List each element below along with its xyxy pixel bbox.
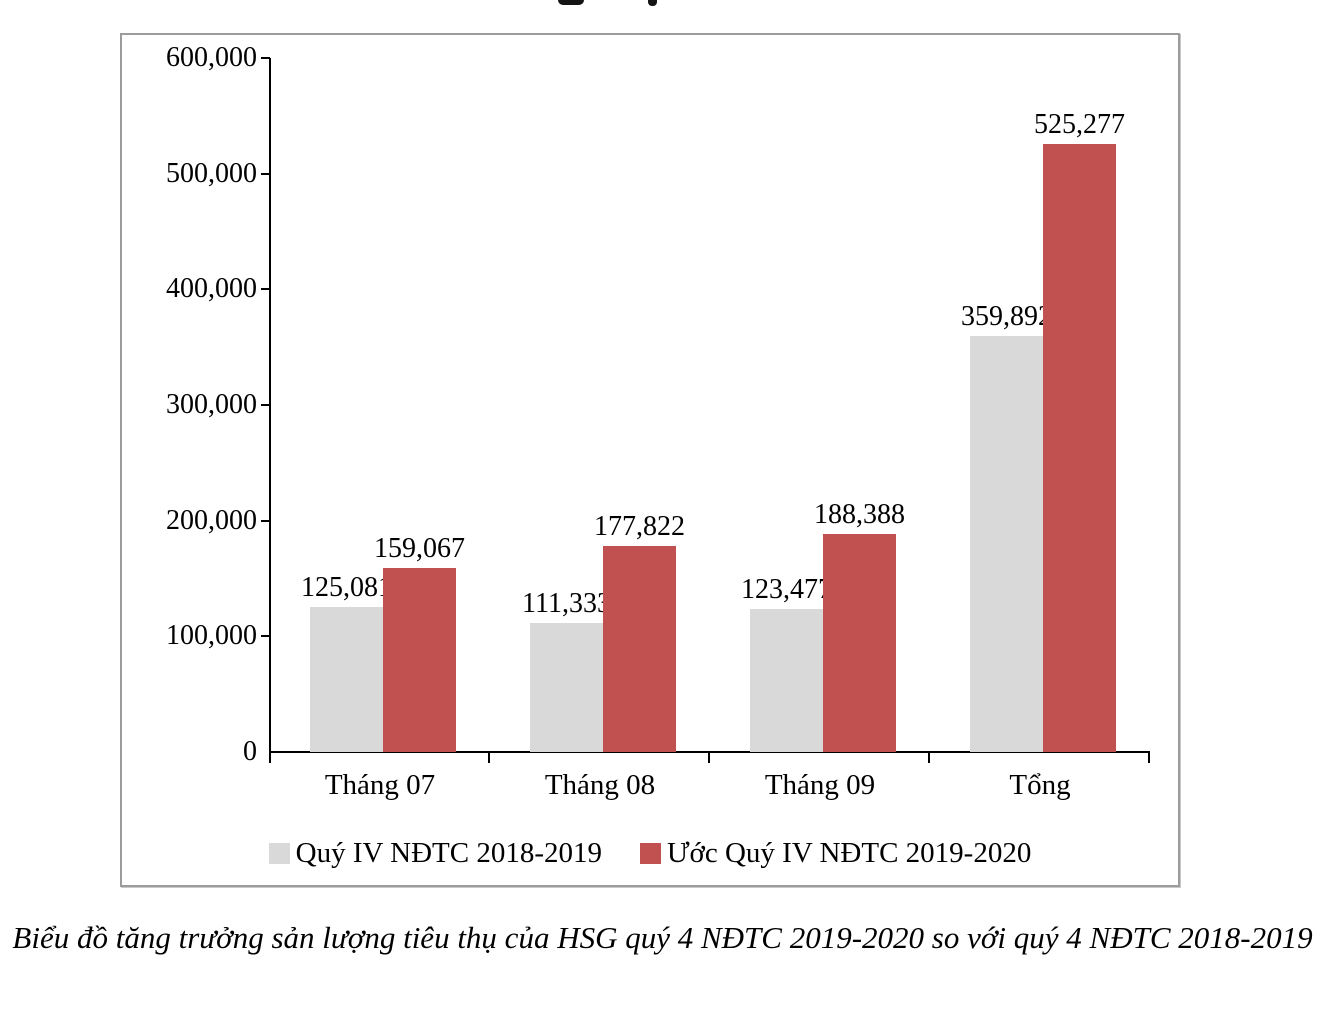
y-axis-tick (261, 404, 270, 406)
chart-container: 0 100,000 200,000 300,000 400,000 500,000 600,… (120, 33, 1180, 887)
bar (603, 546, 676, 752)
legend-label: Quý IV NĐTC 2018-2019 (295, 836, 603, 869)
y-axis-tick-label: 100,000 (166, 620, 257, 652)
y-axis-tick-label: 500,000 (166, 157, 257, 189)
x-axis-tick (488, 752, 490, 763)
bar (1043, 144, 1116, 752)
y-axis-tick-label: 600,000 (166, 42, 257, 73)
y-axis-tick (261, 635, 270, 638)
bar-value-label: 525,277 (1034, 109, 1125, 140)
x-axis-tick (1148, 752, 1150, 763)
text-descender-mark (648, 0, 657, 6)
plot-area: 0 100,000 200,000 300,000 400,000 500,000 600,… (122, 35, 1178, 885)
legend-item: Ước Quý IV NĐTC 2019-2020 (640, 837, 1031, 870)
y-axis-line (269, 58, 271, 763)
bar (823, 534, 896, 752)
bar (530, 623, 603, 752)
bar-value-label: 125,081 (301, 572, 392, 603)
bar-value-label: 188,388 (814, 499, 905, 530)
figure-caption: Biểu đồ tăng trưởng sản lượng tiêu thụ c… (12, 920, 1313, 955)
bar-value-label: 159,067 (374, 533, 465, 564)
y-axis-tick-label: 300,000 (166, 389, 257, 420)
x-axis-line (270, 751, 1150, 753)
bar (750, 609, 823, 752)
bar-value-label: 177,822 (594, 511, 685, 542)
x-axis-label: Tháng 09 (764, 769, 876, 801)
y-axis-tick (261, 57, 270, 59)
bar-value-label: 111,333 (522, 588, 611, 619)
y-axis-tick-label: 200,000 (166, 504, 257, 536)
text-descender-mark (558, 0, 584, 5)
legend-swatch (268, 842, 290, 864)
legend-item: Quý IV NĐTC 2018-2019 (268, 836, 603, 870)
x-axis-label: Tháng 07 (324, 769, 436, 801)
y-axis-tick-label: 400,000 (166, 273, 257, 305)
bar (383, 568, 456, 752)
legend-label: Ước Quý IV NĐTC 2019-2020 (667, 836, 1032, 869)
x-axis-tick (708, 752, 710, 763)
bar (310, 607, 383, 752)
x-axis-tick (928, 752, 930, 763)
x-axis-label: Tổng (1009, 769, 1071, 801)
bar-value-label: 123,477 (741, 574, 832, 605)
chart-legend: Quý IV NĐTC 2018-2019 Ước Quý IV NĐTC 201… (122, 835, 1178, 871)
bar-value-label: 359,892 (961, 301, 1052, 332)
y-axis-tick (261, 172, 270, 175)
y-axis-tick (261, 288, 270, 291)
legend-swatch (640, 842, 662, 864)
x-axis-label: Tháng 08 (544, 769, 656, 801)
y-axis-tick-label: 0 (243, 736, 257, 767)
bar (970, 336, 1043, 752)
y-axis-tick (261, 519, 270, 522)
cropped-text-remnant (0, 0, 1325, 7)
